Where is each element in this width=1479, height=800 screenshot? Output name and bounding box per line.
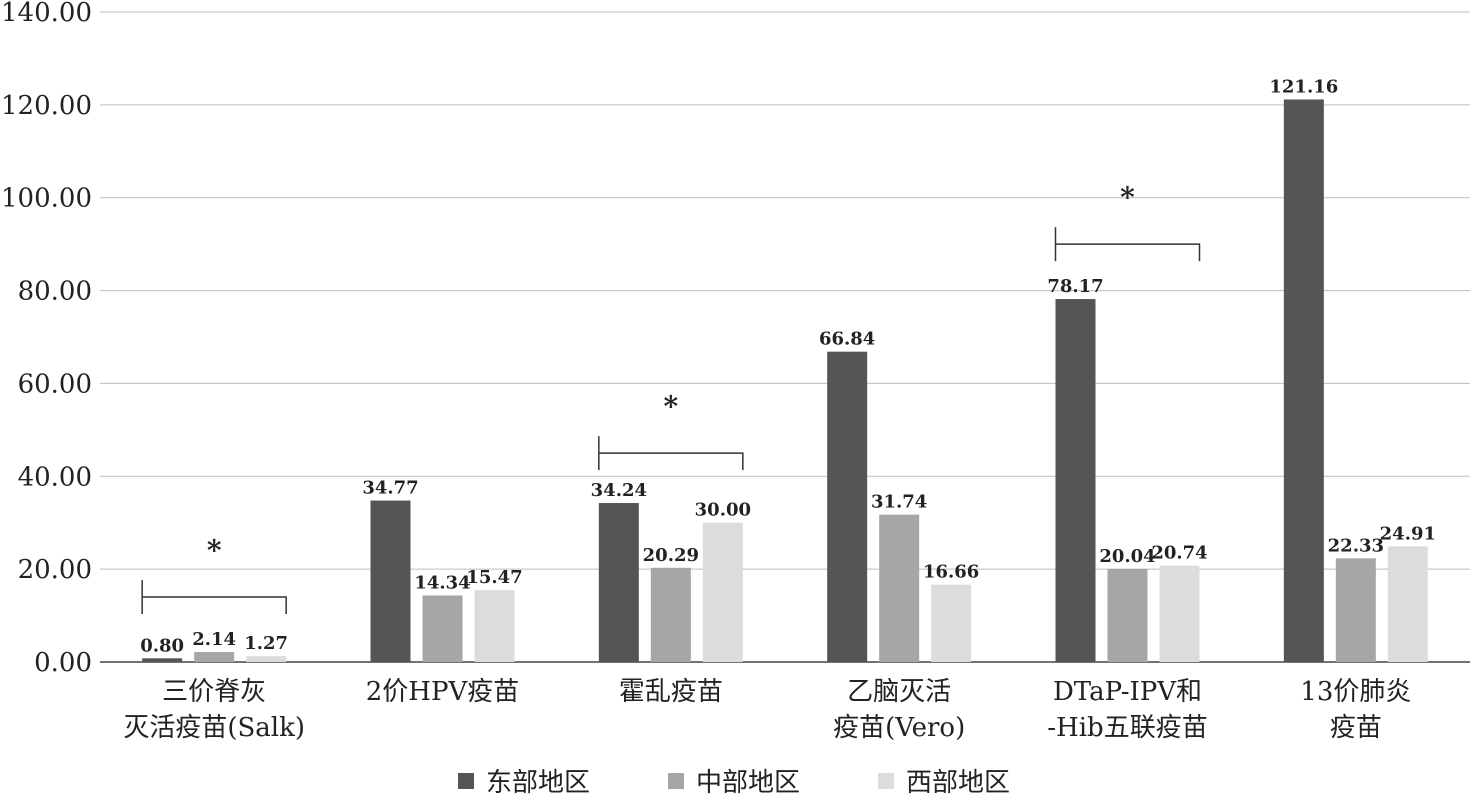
data-label: 1.27 [244,633,288,654]
data-label: 20.04 [1099,546,1155,567]
significance-marker: * [1120,181,1135,214]
significance-marker: * [664,390,679,423]
y-tick-label: 120.00 [1,91,92,121]
legend-swatch [458,773,474,789]
category-label: 灭活疫苗(Salk) [123,713,305,743]
significance-bracket [598,436,744,471]
category-label: 霍乱疫苗 [619,677,723,707]
bar [827,351,868,662]
y-tick-label: 100.00 [1,184,92,214]
data-label: 0.80 [140,635,184,656]
data-label: 78.17 [1047,276,1103,297]
significance-marker: * [207,534,222,567]
bar [1107,568,1148,662]
data-label: 34.24 [591,480,647,501]
y-tick-label: 20.00 [18,555,92,585]
category-label: 三价脊灰 [162,677,266,707]
y-tick-label: 60.00 [18,369,92,399]
data-label: 24.91 [1380,523,1436,544]
data-label: 22.33 [1328,535,1384,556]
category-label: 疫苗(Vero) [833,713,965,743]
bar [879,514,920,662]
legend-swatch [878,773,894,789]
data-label: 20.29 [643,545,699,566]
significance-bracket [1054,227,1201,262]
data-label: 31.74 [871,492,927,513]
bar [370,500,411,662]
data-label: 16.66 [923,562,979,583]
legend-label: 东部地区 [486,768,590,798]
data-label: 15.47 [466,567,522,588]
data-label: 30.00 [695,500,751,521]
category-label: DTaP-IPV和 [1053,677,1202,707]
data-label: 34.77 [362,478,418,499]
bar [1283,99,1324,662]
bar [1159,565,1200,662]
bar [1387,546,1428,662]
bar [194,652,235,662]
bar [1055,299,1096,662]
y-tick-label: 40.00 [18,462,92,492]
category-label: -Hib五联疫苗 [1047,713,1207,743]
significance-bracket [141,580,287,614]
y-tick-label: 80.00 [18,277,92,307]
bar [702,522,743,662]
data-label: 66.84 [819,329,875,350]
bar [931,584,972,662]
bar [1335,558,1376,662]
data-label: 121.16 [1269,76,1338,97]
category-label: 13价肺炎 [1300,677,1411,707]
bar [142,658,183,662]
y-tick-label: 140.00 [1,0,92,28]
bar [598,503,639,662]
category-label: 乙脑灭活 [847,677,951,707]
data-label: 2.14 [192,629,236,650]
bar [422,595,463,662]
legend-swatch [668,773,684,789]
bar [650,567,691,662]
data-label: 20.74 [1151,543,1207,564]
legend-label: 中部地区 [696,768,800,798]
bar [474,590,515,662]
category-label: 2价HPV疫苗 [366,677,520,707]
bar [246,656,287,662]
category-label: 疫苗 [1330,713,1382,743]
y-tick-label: 0.00 [34,648,92,678]
legend-label: 西部地区 [906,768,1010,798]
data-label: 14.34 [414,572,470,593]
